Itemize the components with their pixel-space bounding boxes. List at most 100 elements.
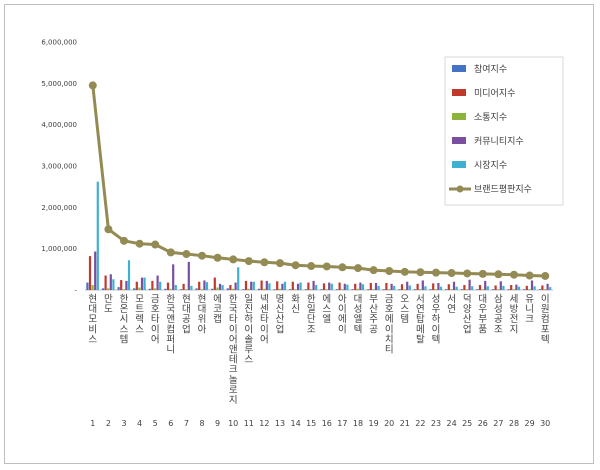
bar-4-4 [140,277,144,290]
bar-5-22 [424,286,427,290]
bar-4-9 [218,283,222,290]
bar-3-5 [153,288,157,290]
bar-2-8 [198,281,201,290]
bar-3-7 [185,289,188,290]
bar-3-12 [263,288,266,290]
bar-4-5 [156,275,159,290]
bar-2-20 [385,282,388,290]
category-number: 9 [215,419,220,428]
brand-index-point-6 [166,248,175,257]
brand-index-point-4 [135,239,144,248]
grid-layer: 6,000,000 5,000,000 4,000,000 3,000,000 2,00… [41,39,553,295]
bar-5-24 [455,286,458,290]
bar-5-11 [252,281,255,290]
brand-index-point-15 [307,262,316,271]
bar-5-20 [393,285,396,290]
bar-5-15 [315,285,318,290]
category-number: 25 [462,419,472,428]
bar-4-28 [515,284,518,290]
legend-swatch [452,113,466,120]
legend-swatch [452,137,466,144]
bar-4-11 [250,281,253,290]
bar-4-8 [203,280,206,290]
brand-index-point-23 [432,268,440,277]
bar-5-12 [268,283,271,290]
bar-5-25 [471,286,474,290]
legend-marker [456,185,464,193]
bar-2-1 [88,256,92,290]
bar-5-23 [439,286,443,290]
legend-label: 브랜드평판지수 [474,184,532,195]
y-tick-label: 2,000,000 [41,204,77,212]
bar-3-4 [138,287,141,290]
bar-2-3 [120,280,123,290]
category-number: 22 [415,419,425,428]
bar-5-18 [361,284,365,290]
category-number: 10 [228,419,238,428]
bar-3-15 [309,289,313,290]
chart-frame: 6,000,000 5,000,000 4,000,000 3,000,000 2,00… [4,4,594,464]
brand-reputation-chart: 6,000,000 5,000,000 4,000,000 3,000,000 2,00… [41,39,564,428]
bar-4-13 [281,283,284,290]
category-number: 15 [306,419,316,428]
legend-label: 커뮤니티지수 [474,136,524,147]
bar-3-11 [247,288,250,290]
bar-4-27 [499,281,502,290]
legend-box [444,56,564,206]
bar-3-23 [434,289,437,290]
bar-2-2 [104,275,107,290]
bar-1-22 [413,289,417,290]
bar-4-2 [109,274,112,290]
bar-4-6 [172,264,175,290]
bar-3-17 [341,289,344,290]
brand-index-point-24 [447,269,456,278]
bar-4-17 [343,283,346,290]
bar-1-25 [460,289,463,290]
legend-swatch [452,161,466,168]
legend-label: 시장지수 [474,160,507,171]
bar-4-22 [421,280,424,290]
bar-2-5 [151,280,154,290]
label-layer: 현 대 모 비 스 1 만 도 2 한 온 시 스 템 3 모 트 렉 스 4 금 호 타 이 어 5 한 국 앤 컴 퍼 니 6 현 대 공 업 7 현 대… [88,294,550,428]
bar-2-27 [494,285,497,290]
category-number: 14 [291,419,301,428]
bar-4-12 [265,280,268,290]
bar-5-2 [112,279,115,290]
bar-3-13 [278,288,281,290]
bar-3-6 [169,288,172,290]
legend-label: 미디어지수 [474,88,515,99]
category-number: 20 [384,419,394,428]
bar-1-29 [523,289,526,290]
brand-index-point-5 [151,240,160,249]
bar-5-14 [299,282,302,290]
bar-3-2 [107,288,110,290]
bar-2-26 [478,285,482,290]
bar-5-4 [143,277,146,290]
bar-4-14 [296,283,300,290]
bar-3-28 [512,289,515,290]
bar-1-10 [226,288,229,290]
bar-4-18 [359,282,362,290]
bar-5-19 [377,285,380,290]
line-layer [88,81,550,280]
bar-4-25 [468,279,471,290]
bar-5-6 [174,285,177,290]
bar-3-16 [325,289,328,290]
bar-3-10 [231,288,235,290]
category-number: 24 [447,419,457,428]
brand-index-point-1 [88,81,97,90]
bar-4-20 [390,283,393,290]
bar-3-24 [450,289,453,290]
category-number: 5 [153,419,158,428]
